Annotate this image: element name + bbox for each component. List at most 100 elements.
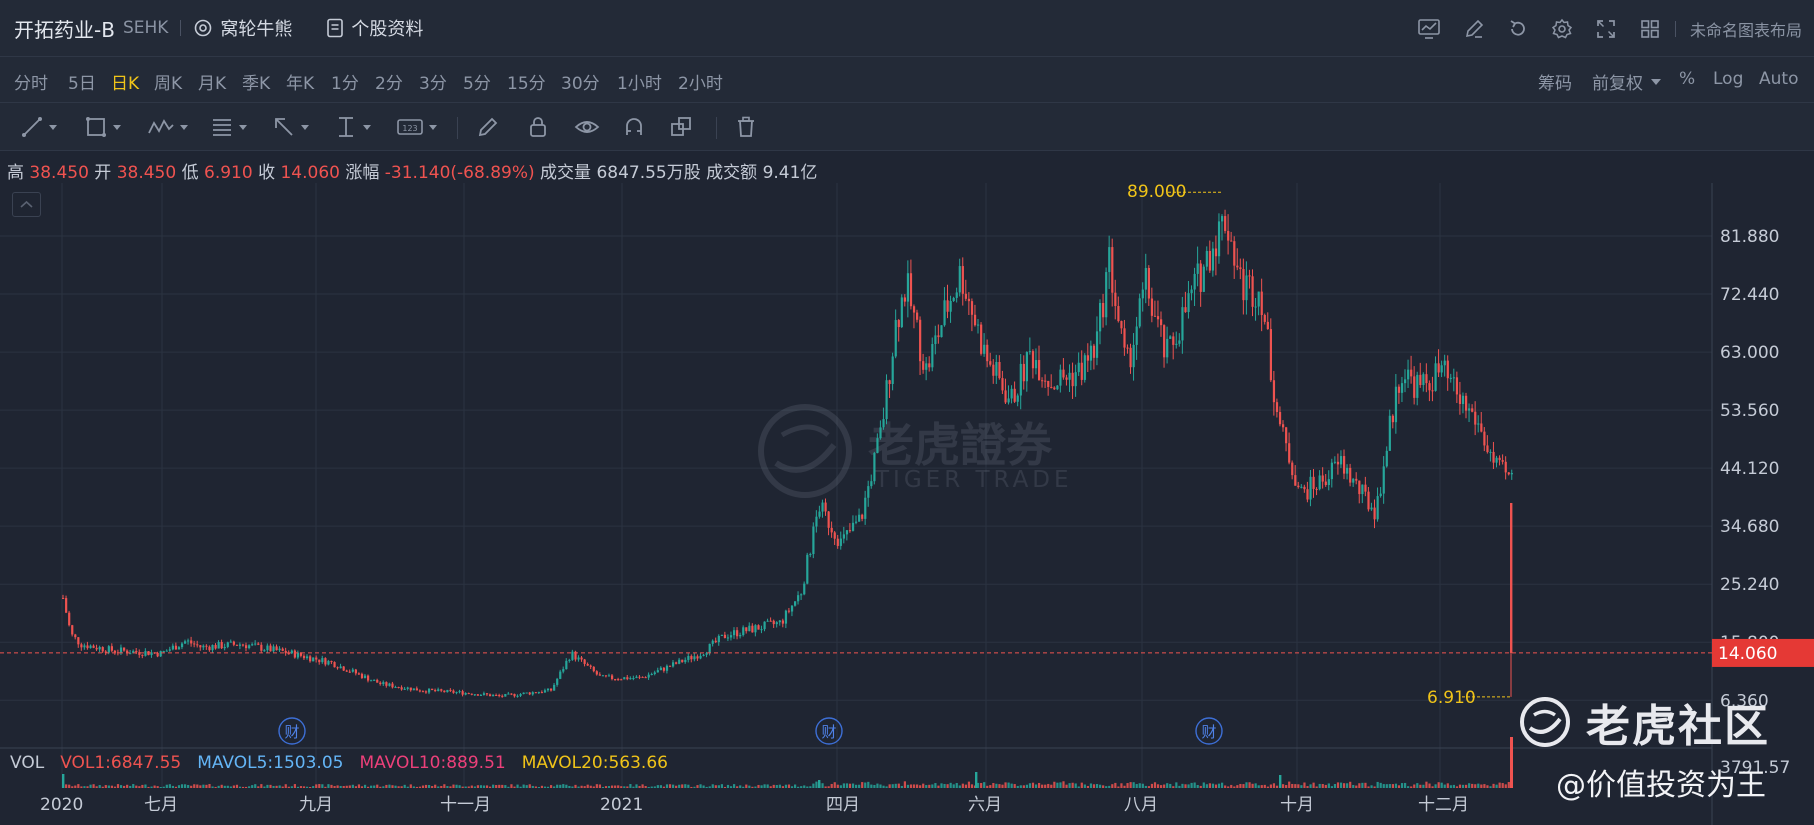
candle-body (842, 534, 845, 539)
period-tab[interactable]: 周K (154, 74, 183, 94)
period-tab[interactable]: 5日 (68, 74, 96, 94)
candle-body (312, 657, 315, 662)
candle-body (1419, 374, 1422, 386)
text-tool[interactable]: 123 (396, 115, 437, 139)
x-tick-label: 八月 (1124, 795, 1158, 815)
chart-grid (0, 183, 1713, 825)
rectangle-tool-icon (86, 117, 106, 137)
rectangle-tool[interactable] (84, 115, 121, 139)
candle-body (1077, 362, 1080, 373)
candle-body (1507, 472, 1510, 475)
lock-tool[interactable] (526, 115, 550, 139)
magnet-tool[interactable] (622, 115, 646, 139)
candle-body (1202, 266, 1205, 292)
mavol20-value: MAVOL20:563.66 (521, 753, 668, 773)
volume-bar (418, 786, 422, 788)
refresh-icon[interactable] (1507, 18, 1529, 40)
candle-body (983, 344, 986, 354)
volume-bar (693, 786, 696, 788)
volume-bar (949, 782, 952, 788)
candle-body (1394, 386, 1398, 423)
candle-body (327, 661, 330, 665)
candle-body (601, 675, 605, 677)
period-tab[interactable]: 季K (242, 74, 271, 94)
volume-bar (101, 786, 104, 788)
candle-body (1007, 398, 1010, 403)
fib-tool[interactable] (210, 115, 247, 139)
candle-body (977, 324, 980, 326)
edit-icon[interactable] (1463, 18, 1485, 40)
auto-toggle[interactable]: Auto (1759, 69, 1799, 89)
period-tab[interactable]: 1小时 (617, 74, 662, 94)
candle-body (635, 676, 638, 679)
profile-link[interactable]: 个股资料 (326, 15, 423, 41)
copy-tool[interactable] (669, 115, 693, 139)
period-tab[interactable]: 3分 (419, 74, 447, 94)
volume-bar (1282, 784, 1285, 788)
volume-bar (1498, 782, 1501, 788)
volume-bar (931, 784, 934, 788)
candle-body (190, 640, 193, 644)
candle-body (912, 306, 916, 313)
volume-bar (278, 785, 281, 788)
period-tab[interactable]: 1分 (331, 74, 359, 94)
pencil-tool[interactable] (476, 115, 500, 139)
stock-name: 开拓药业-B (14, 17, 115, 42)
measure-tool-icon (339, 117, 353, 137)
chart-monitor-icon[interactable] (1417, 18, 1441, 40)
candle-body (1474, 411, 1477, 425)
candle-body (226, 642, 229, 647)
percent-toggle[interactable]: % (1679, 69, 1696, 89)
chips-toggle[interactable]: 筹码 (1538, 74, 1572, 94)
candle-body (1187, 293, 1190, 313)
period-tab[interactable]: 月K (198, 74, 227, 94)
volume-bar (906, 784, 910, 788)
collapse-button[interactable] (12, 192, 41, 217)
candle-body (446, 689, 449, 693)
period-tab[interactable]: 30分 (561, 74, 600, 94)
candle-body (1163, 325, 1166, 358)
candle-body (848, 530, 852, 532)
period-tab[interactable]: 年K (286, 74, 315, 94)
period-tab[interactable]: 2小时 (678, 74, 723, 94)
volume-bar (1458, 784, 1462, 788)
fullscreen-icon[interactable] (1595, 18, 1617, 40)
adjust-dropdown[interactable]: 前复权 (1592, 74, 1643, 94)
candlestick-chart[interactable]: 老虎證券 TIGER TRADE 81.880 72.440 63.000 53.56… (0, 183, 1814, 825)
grid-icon[interactable] (1639, 18, 1661, 40)
period-tab[interactable]: 5分 (463, 74, 491, 94)
candle-body (428, 688, 431, 693)
candle-body (934, 335, 937, 345)
candle-body (1428, 383, 1431, 391)
vol-indicator-selector[interactable]: VOL (10, 753, 45, 773)
candle-body (394, 686, 397, 688)
arrow-tool[interactable] (272, 115, 309, 139)
visibility-tool[interactable] (574, 115, 600, 139)
candle-body (1013, 388, 1016, 402)
period-tab[interactable]: 2分 (375, 74, 403, 94)
volume-bar (888, 784, 891, 788)
period-tab-active[interactable]: 日K (111, 74, 140, 94)
candle-body (1397, 386, 1401, 393)
candle-body (964, 293, 967, 299)
volume-bar (321, 784, 324, 788)
candle-body (248, 645, 251, 649)
warrants-link[interactable]: 窝轮牛熊 (193, 15, 292, 41)
volume-bar (833, 782, 836, 788)
volume-bar (473, 786, 476, 788)
line-tool[interactable] (20, 115, 57, 139)
volume-bar (998, 784, 1001, 788)
period-tab[interactable]: 分时 (14, 74, 48, 94)
candle-body (757, 625, 760, 630)
layout-selector[interactable]: 未命名图表布局 (1689, 20, 1802, 40)
gear-icon[interactable] (1551, 18, 1573, 40)
pattern-tool[interactable] (147, 115, 188, 139)
volume-bar (1147, 786, 1150, 788)
period-tab[interactable]: 15分 (507, 74, 546, 94)
delete-tool[interactable] (735, 115, 757, 139)
measure-tool[interactable] (334, 115, 371, 139)
log-toggle[interactable]: Log (1713, 69, 1744, 89)
candle-body (973, 314, 977, 326)
candle-body (1465, 395, 1468, 411)
candle-body (1068, 372, 1071, 380)
